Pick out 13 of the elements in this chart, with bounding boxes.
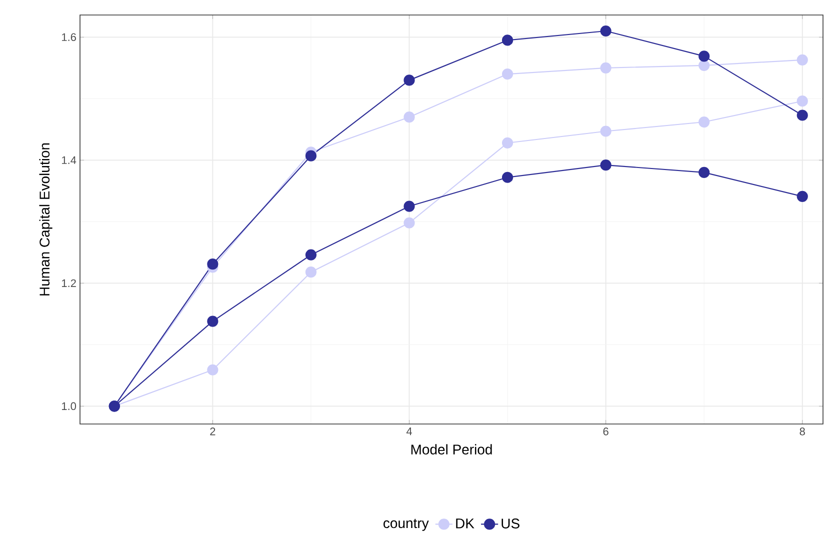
x-tick-label: 8 (800, 428, 805, 436)
legend-label: DK (456, 518, 474, 528)
x-tick-label: 4 (406, 428, 412, 436)
x-tick-label: 2 (210, 428, 216, 436)
legend-title: country (384, 518, 429, 531)
y-tick-label: 1.6 (62, 33, 76, 42)
y-axis-title: Human Capital Evolution (39, 143, 52, 296)
y-tick-label: 1.4 (62, 156, 76, 164)
legend-label: US (502, 518, 520, 528)
x-axis-title: Model Period (411, 444, 492, 454)
y-tick-label: 1.0 (62, 402, 76, 410)
y-tick-label: 1.2 (62, 279, 76, 287)
x-tick-label: 6 (603, 428, 608, 436)
